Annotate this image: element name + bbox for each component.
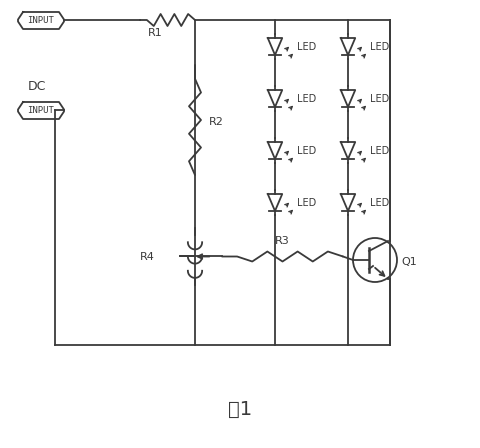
Text: LED: LED	[297, 146, 316, 155]
Text: R4: R4	[140, 251, 155, 262]
Text: R3: R3	[275, 236, 290, 246]
Text: LED: LED	[297, 42, 316, 52]
Text: INPUT: INPUT	[27, 16, 54, 25]
Text: LED: LED	[370, 146, 389, 155]
Text: R2: R2	[209, 117, 224, 127]
Text: LED: LED	[297, 94, 316, 103]
Text: DC: DC	[28, 80, 47, 93]
Text: LED: LED	[370, 42, 389, 52]
Text: R1: R1	[148, 28, 162, 38]
Text: 图1: 图1	[228, 400, 252, 419]
Text: Q1: Q1	[401, 257, 417, 267]
Text: INPUT: INPUT	[27, 106, 54, 115]
Text: LED: LED	[297, 198, 316, 207]
Text: LED: LED	[370, 198, 389, 207]
Text: LED: LED	[370, 94, 389, 103]
